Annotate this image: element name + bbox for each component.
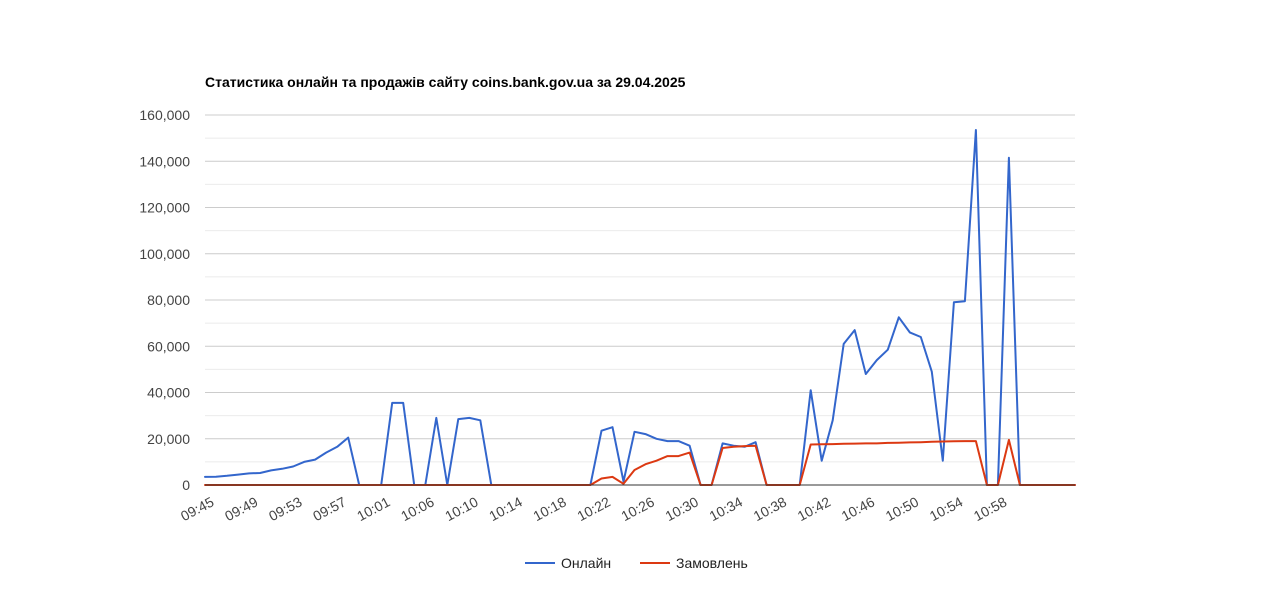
x-tick-label: 10:54 — [927, 493, 966, 524]
x-tick-label: 10:30 — [663, 493, 702, 524]
y-tick-label: 160,000 — [139, 107, 190, 123]
y-tick-label: 40,000 — [147, 385, 190, 401]
x-tick-label: 10:01 — [354, 493, 393, 524]
x-tick-label: 10:46 — [839, 493, 878, 524]
x-tick-label: 10:22 — [574, 493, 613, 524]
x-tick-label: 09:53 — [266, 493, 305, 524]
chart-title: Статистика онлайн та продажів сайту coin… — [205, 74, 686, 90]
x-tick-label: 10:14 — [486, 493, 525, 524]
y-tick-label: 20,000 — [147, 431, 190, 447]
x-tick-label: 09:57 — [310, 493, 349, 524]
x-tick-label: 10:42 — [795, 493, 834, 524]
x-tick-label: 10:34 — [707, 493, 746, 524]
series-line-1 — [204, 129, 1076, 486]
x-tick-label: 10:58 — [971, 493, 1010, 524]
x-tick-label: 10:50 — [883, 493, 922, 524]
y-tick-label: 140,000 — [139, 153, 190, 169]
series-lines — [204, 129, 1076, 486]
y-tick-label: 100,000 — [139, 246, 190, 262]
legend-label-1: Онлайн — [561, 555, 611, 571]
x-tick-label: 10:06 — [398, 493, 437, 524]
x-tick-label: 10:18 — [530, 493, 569, 524]
x-tick-label: 10:38 — [751, 493, 790, 524]
x-tick-label: 09:45 — [178, 493, 217, 524]
y-axis: 0 20,000 40,000 60,000 80,000 100,000 120,000 1… — [139, 107, 190, 493]
grid — [205, 114, 1075, 463]
y-tick-label: 120,000 — [139, 200, 190, 216]
legend-label-2: Замовлень — [676, 555, 748, 571]
y-tick-label: 0 — [182, 477, 190, 493]
y-tick-label: 80,000 — [147, 292, 190, 308]
x-tick-label: 09:49 — [222, 493, 261, 524]
legend: Онлайн Замовлень — [525, 555, 748, 571]
y-tick-label: 60,000 — [147, 338, 190, 354]
x-axis: 09:45 09:49 09:53 09:57 10:01 10:06 10:10 10:14… — [178, 493, 1010, 524]
x-tick-label: 10:10 — [442, 493, 481, 524]
x-tick-label: 10:26 — [618, 493, 657, 524]
